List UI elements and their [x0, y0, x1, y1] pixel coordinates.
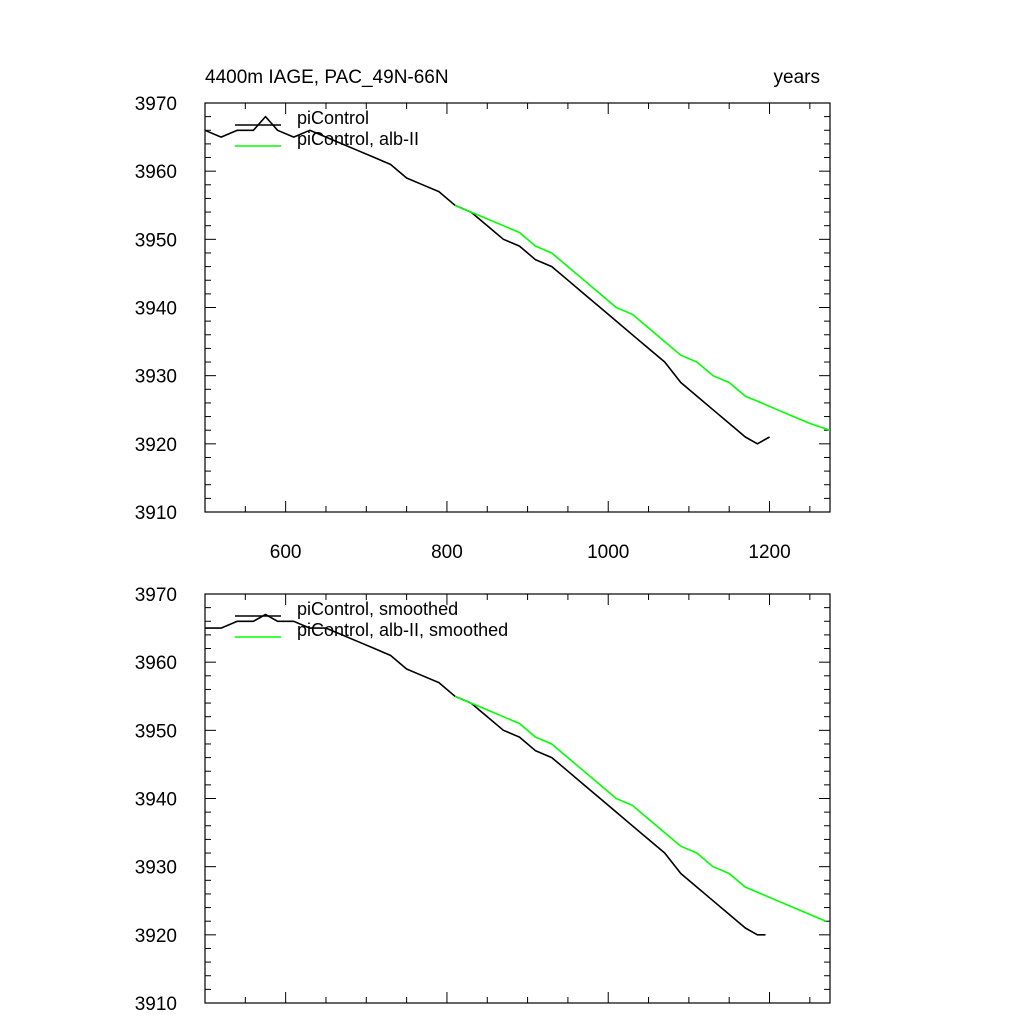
- plot-frame: [204, 102, 831, 513]
- y-tick-label: 3970: [135, 94, 177, 115]
- chart-panel-2: 3910 3920 3930 3940 3950 3960 3970 piControl, s…: [135, 585, 831, 1015]
- series-line-1: [205, 115, 770, 445]
- legend-label-2: piControl, alb-II, smoothed: [297, 620, 508, 640]
- y-tick-label: 3940: [135, 790, 177, 811]
- y-tick-label: 3960: [135, 162, 177, 183]
- y-tick-label: 3910: [135, 994, 177, 1015]
- chart-panel-1: 3910 3920 3930 3940 3950 3960 3970 600 800 1000 12…: [135, 67, 831, 563]
- y-tick-label: 3940: [135, 299, 177, 320]
- legend-label-1: piControl, smoothed: [297, 599, 458, 619]
- legend-label-1: piControl: [297, 108, 369, 128]
- legend-label-2: piControl, alb-II: [297, 129, 419, 149]
- y-tick-label: 3970: [135, 585, 177, 606]
- x-tick-label: 1000: [587, 542, 629, 563]
- y-tick-label: 3930: [135, 858, 177, 879]
- x-tick-label: 600: [270, 542, 302, 563]
- x-tick-label: 1200: [748, 542, 790, 563]
- y-tick-label: 3960: [135, 653, 177, 674]
- y-tick-label: 3930: [135, 367, 177, 388]
- y-tick-label: 3950: [135, 721, 177, 742]
- y-tick-label: 3910: [135, 503, 177, 524]
- series-line-1: [205, 613, 766, 936]
- y-tick-label: 3950: [135, 230, 177, 251]
- units-label: years: [774, 67, 820, 88]
- plot-frame: [204, 593, 831, 1004]
- y-tick-label: 3920: [135, 435, 177, 456]
- series-line-2: [454, 204, 830, 431]
- x-tick-label: 800: [431, 542, 463, 563]
- y-tick-label: 3920: [135, 926, 177, 947]
- series-line-2: [454, 695, 827, 922]
- chart-title: 4400m IAGE, PAC_49N-66N: [205, 67, 449, 88]
